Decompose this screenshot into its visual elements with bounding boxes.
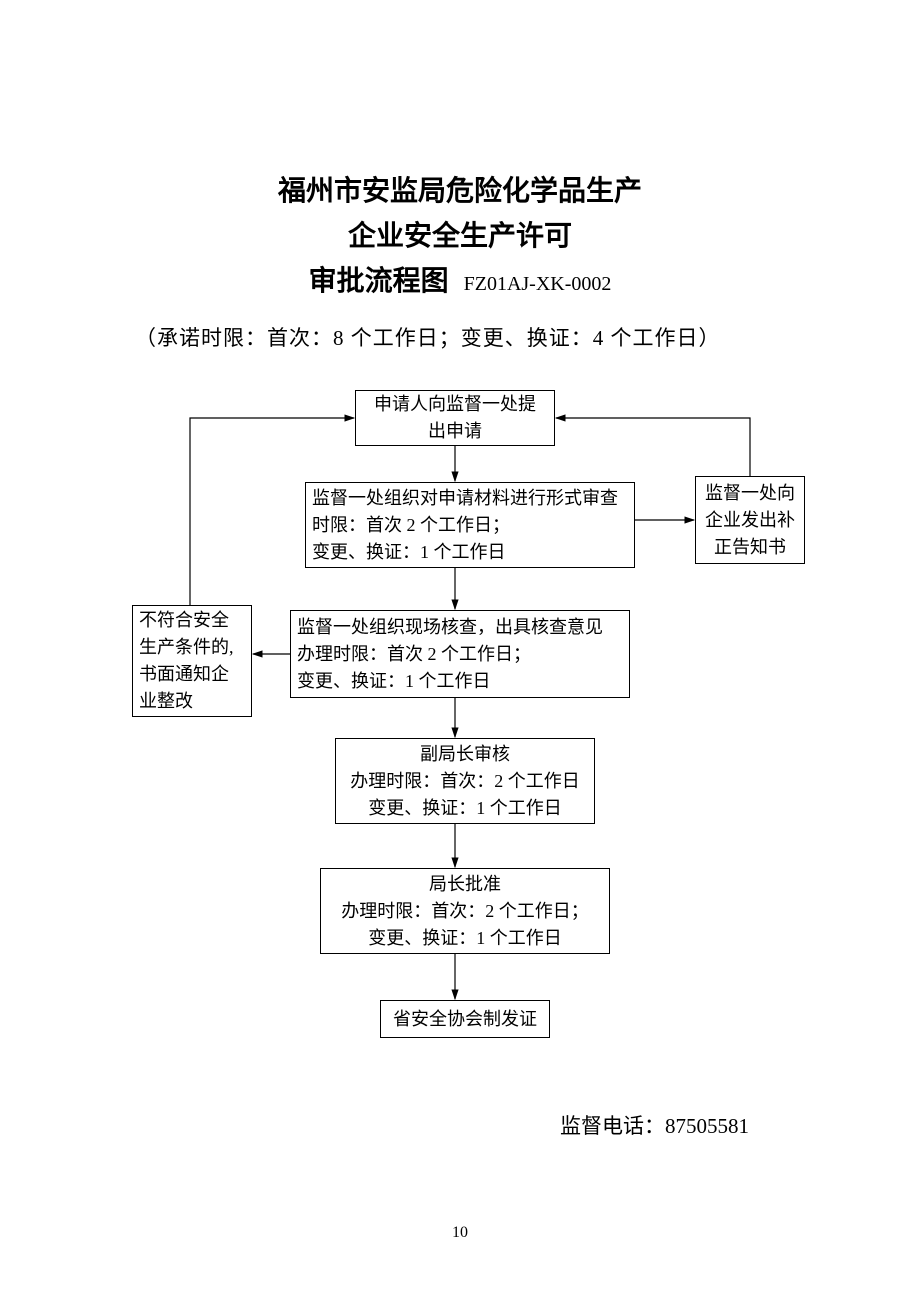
document-title: 福州市安监局危险化学品生产 企业安全生产许可 审批流程图 FZ01AJ-XK-0… — [0, 0, 920, 304]
flowchart-node-correction-notice: 监督一处向企业发出补正告知书 — [695, 476, 805, 564]
flowchart-node-rectification-notice: 不符合安全生产条件的,书面通知企业整改 — [132, 605, 252, 717]
flowchart-node-certificate-issue: 省安全协会制发证 — [380, 1000, 550, 1038]
title-line-1: 福州市安监局危险化学品生产 — [0, 170, 920, 215]
flowchart-node-onsite-check: 监督一处组织现场核查，出具核查意见办理时限：首次 2 个工作日；变更、换证：1 … — [290, 610, 630, 698]
flowchart-diagram: 申请人向监督一处提出申请 监督一处组织对申请材料进行形式审查时限：首次 2 个工… — [0, 380, 920, 1130]
page-number: 10 — [0, 1224, 920, 1242]
flowchart-node-applicant-submit: 申请人向监督一处提出申请 — [355, 390, 555, 446]
document-code: FZ01AJ-XK-0002 — [464, 273, 612, 295]
title-line-2: 企业安全生产许可 — [0, 215, 920, 260]
supervision-phone: 监督电话：87505581 — [560, 1110, 749, 1140]
subtitle-deadline: （承诺时限：首次：8 个工作日；变更、换证：4 个工作日） — [0, 322, 920, 352]
title-line-3: 审批流程图 — [309, 260, 449, 305]
flowchart-node-formal-review: 监督一处组织对申请材料进行形式审查时限：首次 2 个工作日；变更、换证：1 个工… — [305, 482, 635, 568]
flowchart-node-deputy-review: 副局长审核办理时限：首次：2 个工作日变更、换证：1 个工作日 — [335, 738, 595, 824]
flowchart-node-director-approval: 局长批准办理时限：首次：2 个工作日；变更、换证：1 个工作日 — [320, 868, 610, 954]
